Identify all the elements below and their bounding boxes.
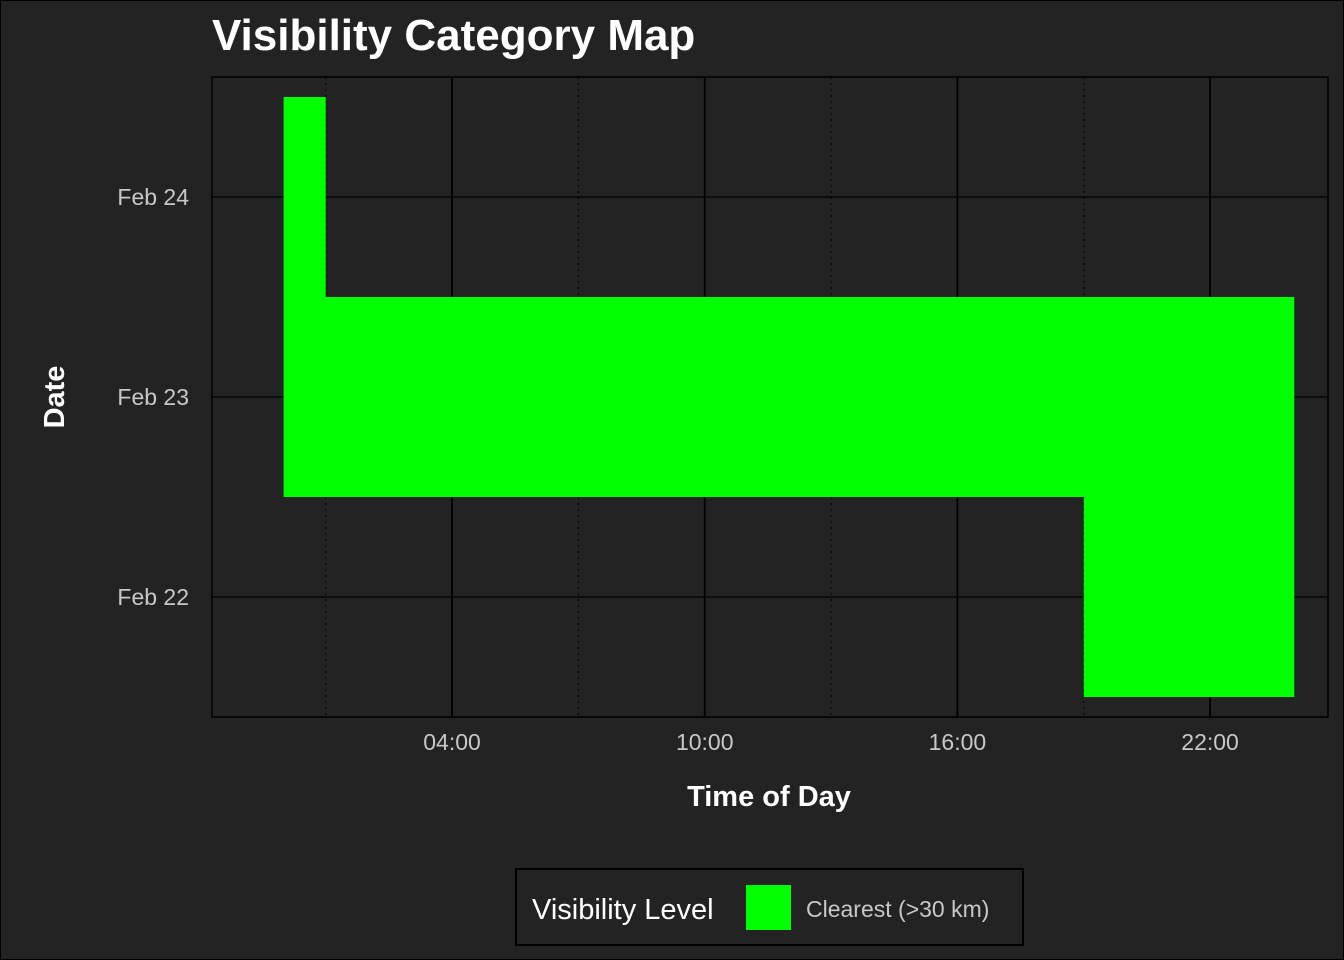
x-tick-label: 04:00 — [423, 729, 481, 755]
legend-label-clearest: Clearest (>30 km) — [806, 896, 989, 922]
cell-feb-22-19 — [1083, 497, 1295, 697]
legend: Visibility Level Clearest (>30 km) — [515, 868, 1024, 946]
y-axis-title: Date — [39, 366, 71, 429]
data-cells — [283, 97, 1295, 697]
legend-title: Visibility Level — [532, 894, 714, 926]
x-axis-title: Time of Day — [687, 781, 851, 813]
cell-feb-23-0 — [283, 297, 1295, 497]
y-tick-label: Feb 23 — [117, 384, 189, 410]
x-axis-ticks: 04:00 10:00 16:00 22:00 — [423, 729, 1239, 755]
chart-title: Visibility Category Map — [212, 11, 695, 60]
x-tick-label: 16:00 — [929, 729, 987, 755]
x-tick-label: 10:00 — [676, 729, 734, 755]
x-tick-label: 22:00 — [1181, 729, 1239, 755]
cell-feb-24-0 — [283, 97, 326, 297]
y-axis-ticks: Feb 22 Feb 23 Feb 24 — [117, 184, 189, 610]
plot-panel-border — [211, 76, 1329, 718]
y-tick-label: Feb 22 — [117, 584, 189, 610]
legend-swatch-clearest — [746, 885, 791, 930]
y-tick-label: Feb 24 — [117, 184, 189, 210]
